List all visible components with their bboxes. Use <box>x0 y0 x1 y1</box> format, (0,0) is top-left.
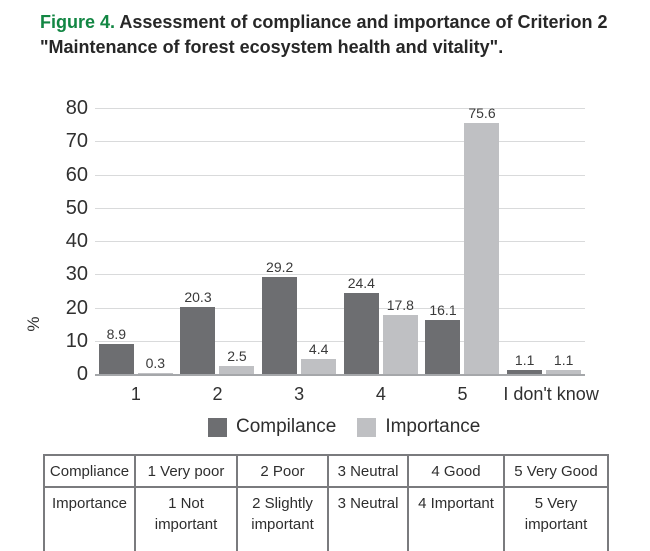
chart-legend: Compilance Importance <box>208 416 480 438</box>
bar-value-label: 0.3 <box>145 355 166 371</box>
table-cell: 5 Very Good <box>503 454 609 488</box>
table-cell: 4 Important <box>407 486 505 551</box>
gridline <box>95 307 585 309</box>
y-axis-tick-label: 50 <box>65 196 88 219</box>
y-axis-tick-label: 80 <box>65 97 88 119</box>
y-axis-tick-label: 40 <box>65 230 88 252</box>
bar-compilance-5: 16.1 <box>425 302 461 374</box>
bar-compilance-6: 1.1 <box>507 352 543 374</box>
x-axis-tick-label: 1 <box>130 384 141 404</box>
x-axis-tick-label: 3 <box>294 384 305 404</box>
figure-caption: Figure 4. Assessment of compliance and i… <box>40 10 620 60</box>
bar-value-label: 8.9 <box>106 326 127 343</box>
y-axis-tick-label: 30 <box>65 263 88 286</box>
table-cell: 4 Good <box>407 454 505 488</box>
bar-value-label: 29.2 <box>266 258 294 275</box>
x-axis-tick-label: I don't know <box>503 384 599 404</box>
bar-group-2: 20.3 2.5 <box>177 108 259 374</box>
y-axis-tick-label: 70 <box>65 130 88 153</box>
bar-group-5: 16.1 75.6 <box>422 105 504 374</box>
table-cell: 2 Slightly important <box>236 486 329 551</box>
bar-compilance-4: 24.4 <box>343 275 379 374</box>
bar-value-label: 4.4 <box>308 341 329 358</box>
y-axis-tick-label: 0 <box>76 363 88 385</box>
bar-importance-6: 1.1 <box>546 352 582 374</box>
table-cell: 3 Neutral <box>327 486 409 551</box>
legend-item-importance: Importance <box>357 416 480 438</box>
bar-importance-2: 2.5 <box>219 348 255 374</box>
x-axis-tick-label: 5 <box>457 384 468 404</box>
gridline <box>95 274 585 276</box>
bar-value-label: 2.5 <box>227 347 247 364</box>
bar-compilance-1: 8.9 <box>98 326 134 374</box>
bar-compilance-2: 20.3 <box>180 289 216 374</box>
table-cell: Importance <box>43 486 136 551</box>
bar-compilance-3: 29.2 <box>262 259 298 374</box>
figure-caption-label: Figure 4. <box>40 12 116 32</box>
gridline <box>95 241 585 242</box>
bar-importance-1: 0.3 <box>137 355 173 374</box>
legend-swatch-icon <box>208 417 227 437</box>
legend-label: Compilance <box>236 416 337 437</box>
bar-importance-4: 17.8 <box>382 297 418 374</box>
legend-label: Importance <box>385 416 481 437</box>
table-cell: Compliance <box>43 454 136 488</box>
bar-group-1: 8.9 0.3 <box>95 108 177 374</box>
bar-value-label: 24.4 <box>347 274 375 291</box>
y-axis-tick-label: 10 <box>65 329 88 352</box>
bar-value-label: 1.1 <box>514 352 535 369</box>
gridline <box>95 174 585 176</box>
y-axis-tick-label: 60 <box>65 163 88 186</box>
bar-importance-5: 75.6 <box>464 105 500 374</box>
bar-chart: % 8.9 0.3 20.3 2.5 29.2 4.4 24.4 17.8 16.1 75.6 1.… <box>0 90 650 445</box>
table-row: Importance 1 Not important 2 Slightly impo… <box>43 486 609 551</box>
bar-value-label: 1.1 <box>553 352 574 369</box>
bar-value-label: 17.8 <box>386 296 414 313</box>
bar-group-3: 29.2 4.4 <box>258 108 340 374</box>
gridline <box>95 141 585 143</box>
bar-value-label: 75.6 <box>468 104 496 121</box>
bar-group-6: 1.1 1.1 <box>503 108 585 374</box>
bar-importance-3: 4.4 <box>301 341 337 374</box>
legend-swatch-icon <box>357 417 377 437</box>
table-cell: 3 Neutral <box>327 454 409 488</box>
gridline <box>95 340 585 342</box>
table-cell: 5 Very important <box>503 486 609 551</box>
x-axis-tick-label: 4 <box>375 384 386 404</box>
x-axis-tick-label: 2 <box>212 384 223 404</box>
bar-value-label: 20.3 <box>184 288 212 305</box>
bar-group-4: 24.4 17.8 <box>340 108 422 374</box>
table-row: Compliance 1 Very poor 2 Poor 3 Neutral 4 Go… <box>43 454 609 488</box>
table-cell: 1 Very poor <box>134 454 238 488</box>
table-cell: 1 Not important <box>134 486 238 551</box>
y-axis-tick-label: 20 <box>65 296 88 319</box>
bar-value-label: 16.1 <box>429 302 457 319</box>
gridline <box>95 207 585 209</box>
table-cell: 2 Poor <box>236 454 329 488</box>
figure-caption-text: Assessment of compliance and importance … <box>40 12 608 57</box>
gridline <box>95 108 585 109</box>
rating-scale-table: Compliance 1 Very poor 2 Poor 3 Neutral 4 Go… <box>43 454 609 551</box>
plot-area: 8.9 0.3 20.3 2.5 29.2 4.4 24.4 17.8 16.1 75.6 1.1 1… <box>95 105 585 376</box>
legend-item-compilance: Compilance <box>208 416 336 438</box>
